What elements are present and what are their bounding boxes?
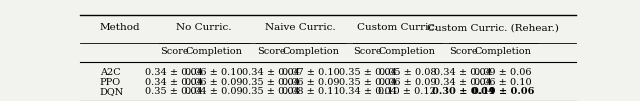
Text: 0.35 ± 0.04: 0.35 ± 0.04 bbox=[145, 87, 203, 96]
Text: 0.35 ± 0.04: 0.35 ± 0.04 bbox=[339, 68, 397, 77]
Text: 0.05 ± 0.08: 0.05 ± 0.08 bbox=[379, 68, 436, 77]
Text: 0.06 ± 0.09: 0.06 ± 0.09 bbox=[282, 78, 339, 87]
Text: Naive Curric.: Naive Curric. bbox=[266, 23, 336, 32]
Text: Method: Method bbox=[100, 23, 140, 32]
Text: Custom Curric.: Custom Curric. bbox=[357, 23, 438, 32]
Text: Completion: Completion bbox=[282, 46, 339, 56]
Text: 0.35 ± 0.04: 0.35 ± 0.04 bbox=[339, 78, 397, 87]
Text: Score: Score bbox=[160, 46, 189, 56]
Text: 0.06 ± 0.10: 0.06 ± 0.10 bbox=[185, 68, 243, 77]
Text: 0.08 ± 0.11: 0.08 ± 0.11 bbox=[282, 87, 339, 96]
Text: 0.06 ± 0.09: 0.06 ± 0.09 bbox=[379, 78, 436, 87]
Text: 0.34 ± 0.04: 0.34 ± 0.04 bbox=[339, 87, 397, 96]
Text: 0.30 ± 0.04: 0.30 ± 0.04 bbox=[432, 87, 495, 96]
Text: 0.34 ± 0.04: 0.34 ± 0.04 bbox=[242, 68, 300, 77]
Text: 0.34 ± 0.04: 0.34 ± 0.04 bbox=[145, 68, 203, 77]
Text: 0.06 ± 0.10: 0.06 ± 0.10 bbox=[474, 78, 532, 87]
Text: 0.35 ± 0.04: 0.35 ± 0.04 bbox=[242, 78, 300, 87]
Text: Completion: Completion bbox=[475, 46, 532, 56]
Text: Custom Curric. (Rehear.): Custom Curric. (Rehear.) bbox=[428, 23, 559, 32]
Text: No Curric.: No Curric. bbox=[176, 23, 232, 32]
Text: A2C: A2C bbox=[100, 68, 120, 77]
Text: 0.34 ± 0.04: 0.34 ± 0.04 bbox=[435, 78, 492, 87]
Text: 0.04 ± 0.09: 0.04 ± 0.09 bbox=[185, 87, 243, 96]
Text: Score: Score bbox=[353, 46, 382, 56]
Text: 0.07 ± 0.10: 0.07 ± 0.10 bbox=[282, 68, 339, 77]
Text: Completion: Completion bbox=[186, 46, 243, 56]
Text: 0.10 ± 0.12: 0.10 ± 0.12 bbox=[378, 87, 436, 96]
Text: Score: Score bbox=[257, 46, 285, 56]
Text: DQN: DQN bbox=[100, 87, 124, 96]
Text: 0.34 ± 0.04: 0.34 ± 0.04 bbox=[145, 78, 203, 87]
Text: 0.35 ± 0.04: 0.35 ± 0.04 bbox=[242, 87, 300, 96]
Text: PPO: PPO bbox=[100, 78, 121, 87]
Text: 0.09 ± 0.06: 0.09 ± 0.06 bbox=[474, 68, 532, 77]
Text: 0.06 ± 0.09: 0.06 ± 0.09 bbox=[185, 78, 243, 87]
Text: 0.34 ± 0.04: 0.34 ± 0.04 bbox=[435, 68, 492, 77]
Text: 0.19 ± 0.06: 0.19 ± 0.06 bbox=[472, 87, 534, 96]
Text: Score: Score bbox=[449, 46, 477, 56]
Text: Completion: Completion bbox=[379, 46, 436, 56]
